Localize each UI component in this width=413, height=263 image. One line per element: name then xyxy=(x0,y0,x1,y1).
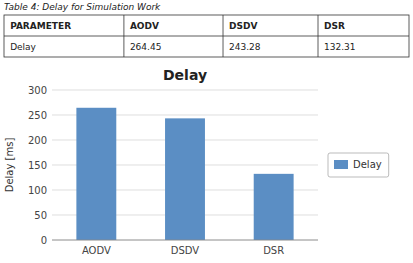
table-header: DSR xyxy=(324,21,345,31)
y-tick-label: 250 xyxy=(28,110,47,121)
bar xyxy=(254,174,294,240)
table-divider xyxy=(123,15,124,57)
grid-line xyxy=(52,240,318,241)
legend-frame xyxy=(328,153,389,177)
table-divider xyxy=(318,15,319,57)
table-title: Table 4: Delay for Simulation Work xyxy=(4,2,161,12)
y-tick-label: 300 xyxy=(28,85,47,96)
bars xyxy=(76,108,293,240)
chart: Table 4: Delay for Simulation Work PARAME… xyxy=(0,0,413,263)
table-divider xyxy=(223,15,224,57)
bar xyxy=(76,108,116,240)
table-cell: 243.28 xyxy=(229,42,261,52)
legend-swatch xyxy=(334,160,348,169)
bar xyxy=(165,118,205,240)
table-divider xyxy=(4,36,409,37)
y-tick-label: 0 xyxy=(41,235,47,246)
table-border xyxy=(4,15,409,57)
title: Delay xyxy=(163,67,207,83)
x-tick-label: DSDV xyxy=(171,245,200,256)
table-header: PARAMETER xyxy=(10,21,71,31)
x-tick-label: AODV xyxy=(82,245,111,256)
x-axis-line xyxy=(52,240,318,241)
x-tick-label: DSR xyxy=(263,245,284,256)
legend: Delay xyxy=(328,153,389,177)
y-axis-label: Delay [ms] xyxy=(4,138,15,193)
legend-label: Delay xyxy=(353,159,382,170)
grid-line xyxy=(52,90,318,91)
table-cell: Delay xyxy=(10,42,36,52)
y-tick-label: 200 xyxy=(28,135,47,146)
table-header: DSDV xyxy=(229,21,257,31)
table-cell: 264.45 xyxy=(130,42,162,52)
y-tick-label: 50 xyxy=(34,210,47,221)
y-tick-label: 150 xyxy=(28,160,47,171)
table-header: AODV xyxy=(130,21,159,31)
table-cell: 132.31 xyxy=(324,42,356,52)
y-tick-label: 100 xyxy=(28,185,47,196)
